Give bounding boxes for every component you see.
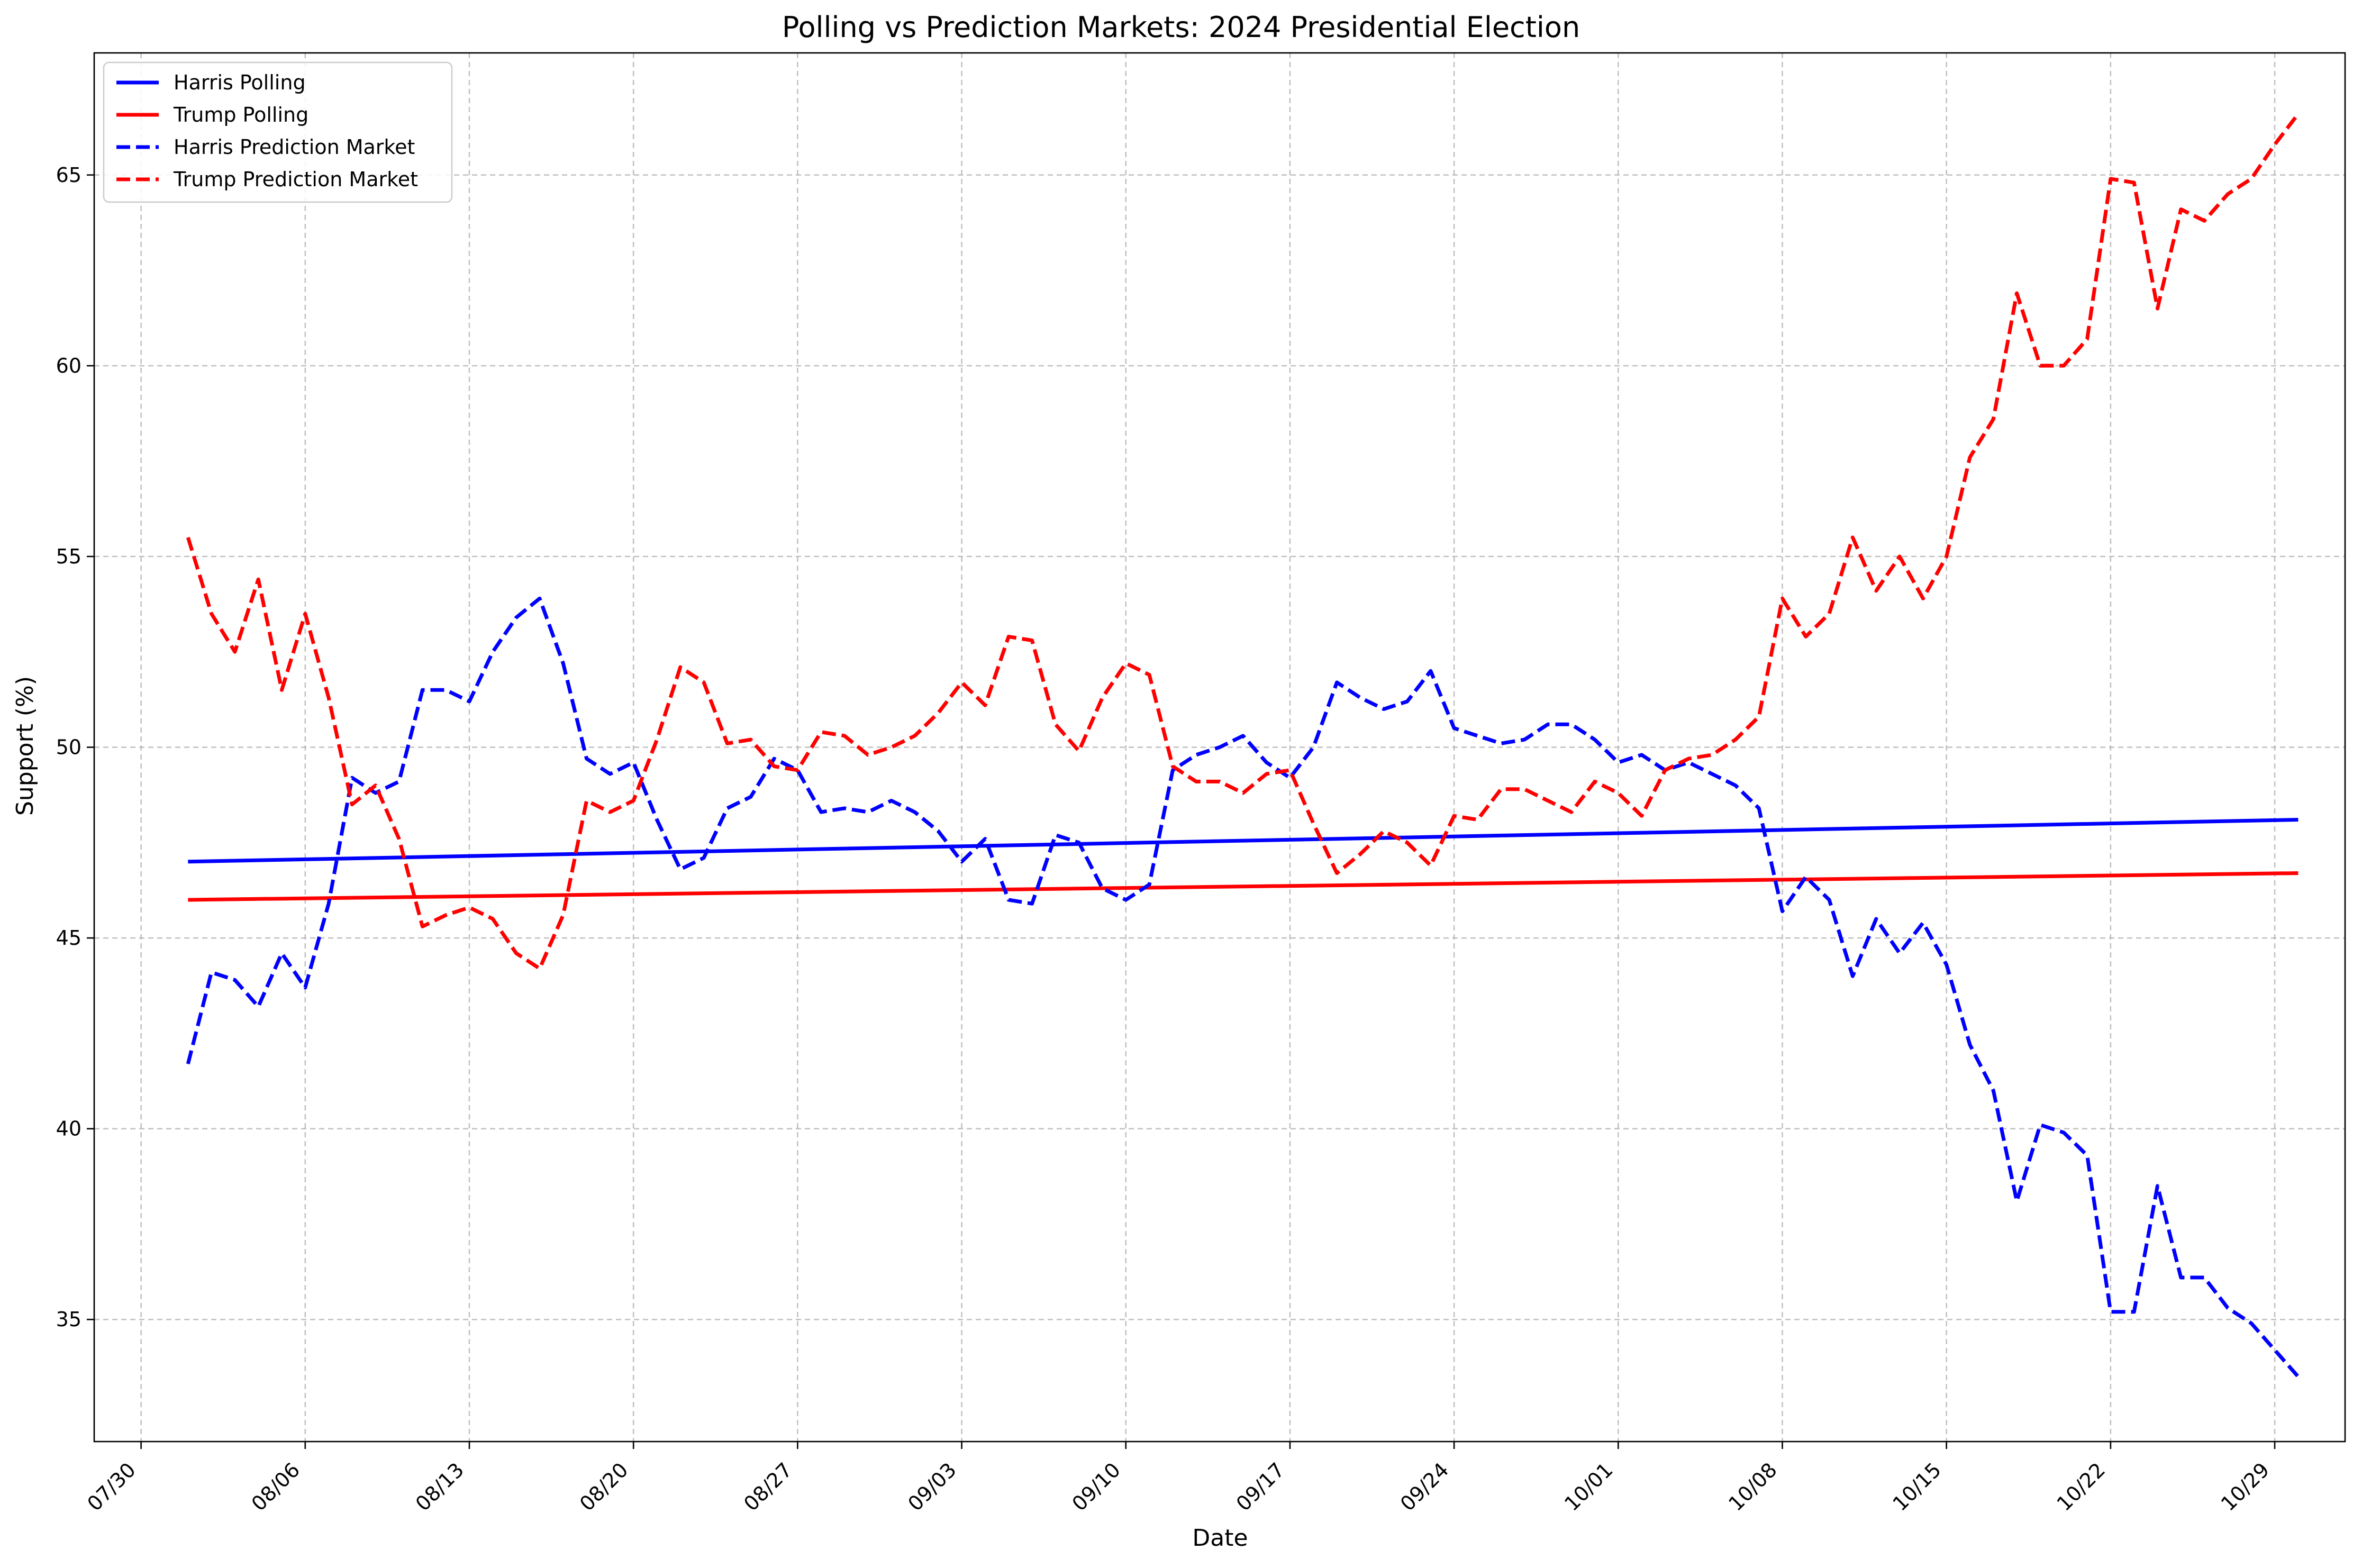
series-line-4 [186, 113, 2300, 971]
legend-entry-label: Trump Prediction Market [173, 168, 418, 191]
legend-entry-label: Harris Prediction Market [174, 135, 415, 159]
series-line-3 [186, 596, 2300, 1378]
x-tick-label: 09/17 [1232, 1458, 1289, 1516]
x-tick-label: 09/24 [1396, 1458, 1453, 1516]
grid [94, 53, 2345, 1442]
x-tick-label: 09/03 [903, 1458, 961, 1516]
series-line-1 [188, 818, 2299, 864]
y-tick-label: 45 [56, 926, 81, 950]
x-tick-label: 08/20 [575, 1458, 633, 1516]
y-tick-label: 40 [56, 1117, 81, 1141]
x-tick-label: 10/08 [1724, 1458, 1782, 1516]
y-tick-label: 55 [56, 545, 81, 568]
legend: Harris Polling Trump Polling Harris Predic… [103, 61, 453, 203]
x-axis-label: Date [1192, 1525, 1248, 1552]
x-tick-label: 10/22 [2052, 1458, 2110, 1516]
y-axis: 35 40 45 50 55 60 65 [56, 163, 94, 1331]
x-tick-label: 09/10 [1068, 1458, 1125, 1516]
legend-entry-label: Harris Polling [174, 71, 306, 94]
y-tick-label: 35 [56, 1308, 81, 1331]
y-tick-label: 65 [56, 163, 81, 187]
legend-entry-label: Trump Polling [173, 103, 308, 126]
x-axis: 07/30 08/06 08/13 08/20 08/27 09/03 09/10 09/17… [83, 1442, 2276, 1516]
x-tick-label: 08/06 [247, 1458, 305, 1516]
x-tick-label: 07/30 [83, 1458, 140, 1516]
chart-title: Polling vs Prediction Markets: 2024 Pres… [782, 11, 1580, 44]
y-axis-label: Support (%) [12, 676, 39, 816]
x-tick-label: 08/13 [411, 1458, 469, 1516]
y-tick-label: 50 [56, 736, 81, 759]
series-line-2 [188, 871, 2299, 902]
x-tick-label: 10/15 [1888, 1458, 1946, 1516]
x-tick-label: 10/01 [1560, 1458, 1618, 1516]
x-tick-label: 10/29 [2216, 1458, 2274, 1516]
y-tick-label: 60 [56, 354, 81, 377]
series-lines [186, 113, 2300, 1378]
legend-box [103, 61, 453, 203]
x-tick-label: 08/27 [739, 1458, 797, 1516]
